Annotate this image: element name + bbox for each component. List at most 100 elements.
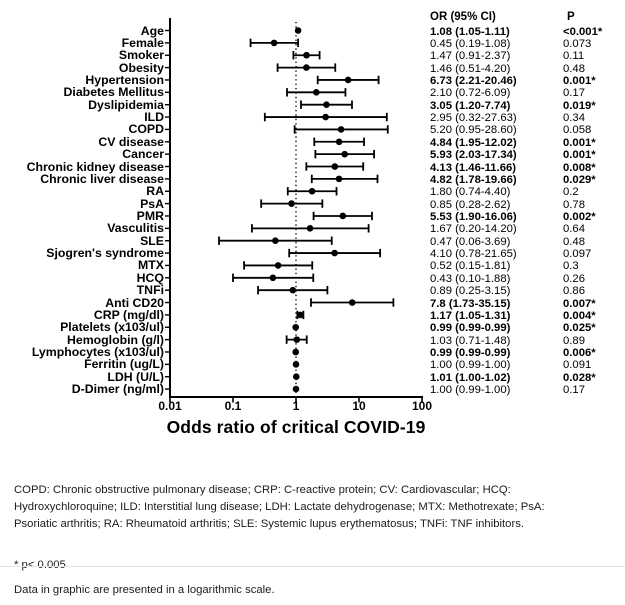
or-ci-value: 4.84 (1.95-12.02)	[430, 136, 517, 149]
forest-plot-canvas	[165, 18, 423, 403]
p-value: 0.48	[563, 235, 585, 248]
p-value: 0.78	[563, 198, 585, 211]
or-ci-value: 1.00 (0.99-1.00)	[430, 359, 511, 372]
point-marker	[339, 212, 347, 220]
row-label: Anti CD20	[105, 295, 164, 310]
p-value: 0.001*	[563, 149, 596, 162]
p-value: 0.2	[563, 186, 579, 199]
or-column-header: OR (95% CI)	[430, 11, 496, 23]
row-label: MTX	[138, 258, 164, 273]
point-marker	[335, 175, 343, 183]
point-marker	[292, 361, 300, 368]
or-ci-value: 1.03 (0.71-1.48)	[430, 334, 511, 347]
point-marker	[331, 163, 339, 170]
row-label: Obesity	[118, 60, 164, 75]
or-ci-value: 2.95 (0.32-27.63)	[430, 112, 517, 125]
x-tick-label: 10	[352, 399, 366, 413]
x-axis-title: Odds ratio of critical COVID-19	[166, 417, 426, 437]
x-tick-label: 100	[411, 399, 433, 413]
p-value: 0.058	[563, 124, 592, 137]
x-tick-label: 0.1	[224, 399, 242, 413]
point-marker	[292, 385, 300, 393]
point-marker	[288, 200, 295, 207]
p-value: 0.007*	[563, 297, 596, 310]
point-marker	[272, 237, 279, 245]
row-label: Chronic kidney disease	[26, 159, 164, 174]
row-label: CRP (mg/dl)	[93, 307, 164, 322]
row-label: LDH (U/L)	[107, 369, 164, 384]
point-marker	[294, 27, 302, 34]
or-ci-value: 0.47 (0.06-3.69)	[430, 235, 511, 248]
p-value: 0.001*	[563, 136, 596, 149]
row-label: Dyslipidemia	[88, 97, 164, 112]
or-ci-value: 6.73 (2.21-20.46)	[430, 74, 517, 87]
point-marker	[303, 64, 310, 71]
or-ci-value: 0.52 (0.15-1.81)	[430, 260, 511, 273]
or-ci-value: 4.10 (0.78-21.65)	[430, 248, 517, 261]
horizontal-divider	[0, 566, 625, 567]
point-marker	[312, 89, 320, 96]
point-marker	[303, 51, 310, 59]
p-value: 0.002*	[563, 210, 596, 223]
abbreviations-footnote: COPD: Chronic obstructive pulmonary dise…	[14, 484, 545, 531]
p-value: 0.097	[563, 248, 592, 261]
point-marker	[331, 249, 338, 257]
x-tick-label: 0.01	[158, 399, 182, 413]
row-label: Cancer	[122, 147, 164, 162]
p-value: 0.89	[563, 334, 585, 347]
or-ci-value: 0.99 (0.99-0.99)	[430, 346, 511, 359]
p-value: 0.073	[563, 37, 592, 50]
row-label: RA	[146, 184, 164, 199]
row-label: ILD	[144, 110, 164, 125]
point-marker	[292, 348, 300, 356]
row-label: Lymphocytes (x103/ul)	[31, 344, 164, 359]
or-ci-value: 1.00 (0.99-1.00)	[430, 384, 511, 397]
row-label: Sjogren's syndrome	[46, 246, 164, 261]
point-marker	[296, 311, 304, 319]
or-ci-value: 4.13 (1.46-11.66)	[430, 161, 517, 174]
or-ci-value: 0.99 (0.99-0.99)	[430, 322, 511, 335]
p-value: 0.34	[563, 112, 585, 125]
row-label: Hypertension	[85, 72, 164, 87]
or-ci-value: 1.17 (1.05-1.31)	[430, 309, 511, 322]
point-marker	[344, 76, 352, 84]
p-value: <0.001*	[563, 25, 603, 38]
row-label: Female	[121, 35, 164, 50]
p-value: 0.025*	[563, 322, 596, 335]
point-marker	[270, 39, 278, 47]
p-value: 0.008*	[563, 161, 596, 174]
p-value: 0.029*	[563, 173, 596, 186]
row-label: Ferritin (ug/L)	[84, 357, 164, 372]
or-ci-value: 4.82 (1.78-19.66)	[430, 173, 517, 186]
or-ci-value: 5.93 (2.03-17.34)	[430, 149, 517, 162]
p-value: 0.004*	[563, 309, 596, 322]
row-label: Vasculitis	[107, 221, 164, 236]
point-marker	[348, 299, 356, 306]
point-marker	[323, 101, 330, 108]
row-label: PsA	[140, 196, 164, 211]
point-marker	[335, 138, 343, 146]
or-ci-value: 1.67 (0.20-14.20)	[430, 223, 517, 236]
or-ci-value: 0.89 (0.25-3.15)	[430, 285, 511, 298]
p-value: 0.64	[563, 223, 585, 236]
row-label: Hemoglobin (g/l)	[67, 332, 164, 347]
or-ci-value: 2.10 (0.72-6.09)	[430, 87, 511, 100]
row-label: Platelets (x103/ul)	[60, 320, 164, 335]
point-marker	[306, 225, 314, 232]
or-ci-value: 1.80 (0.74-4.40)	[430, 186, 511, 199]
p-value: 0.091	[563, 359, 592, 372]
point-marker	[269, 274, 277, 282]
row-label: D-Dimer (ng/ml)	[71, 382, 164, 397]
p-value: 0.17	[563, 87, 585, 100]
or-ci-value: 1.47 (0.91-2.37)	[430, 50, 511, 63]
point-marker	[308, 187, 316, 195]
row-label: SLE	[140, 233, 164, 248]
p-column-header: P	[567, 11, 575, 23]
x-tick-label: 1	[292, 399, 300, 413]
or-ci-value: 0.85 (0.28-2.62)	[430, 198, 511, 211]
row-label: COPD	[128, 122, 164, 137]
point-marker	[292, 323, 300, 331]
p-value: 0.86	[563, 285, 585, 298]
p-value: 0.11	[563, 50, 585, 63]
